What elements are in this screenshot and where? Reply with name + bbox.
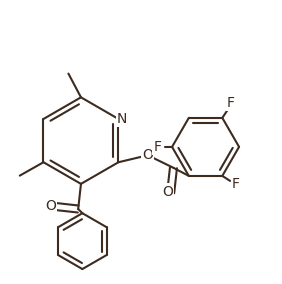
Text: F: F bbox=[227, 95, 235, 110]
Text: F: F bbox=[232, 177, 240, 191]
Text: O: O bbox=[162, 185, 173, 199]
Text: N: N bbox=[117, 112, 127, 126]
Text: F: F bbox=[153, 140, 162, 154]
Text: O: O bbox=[45, 199, 56, 213]
Text: O: O bbox=[142, 148, 153, 162]
